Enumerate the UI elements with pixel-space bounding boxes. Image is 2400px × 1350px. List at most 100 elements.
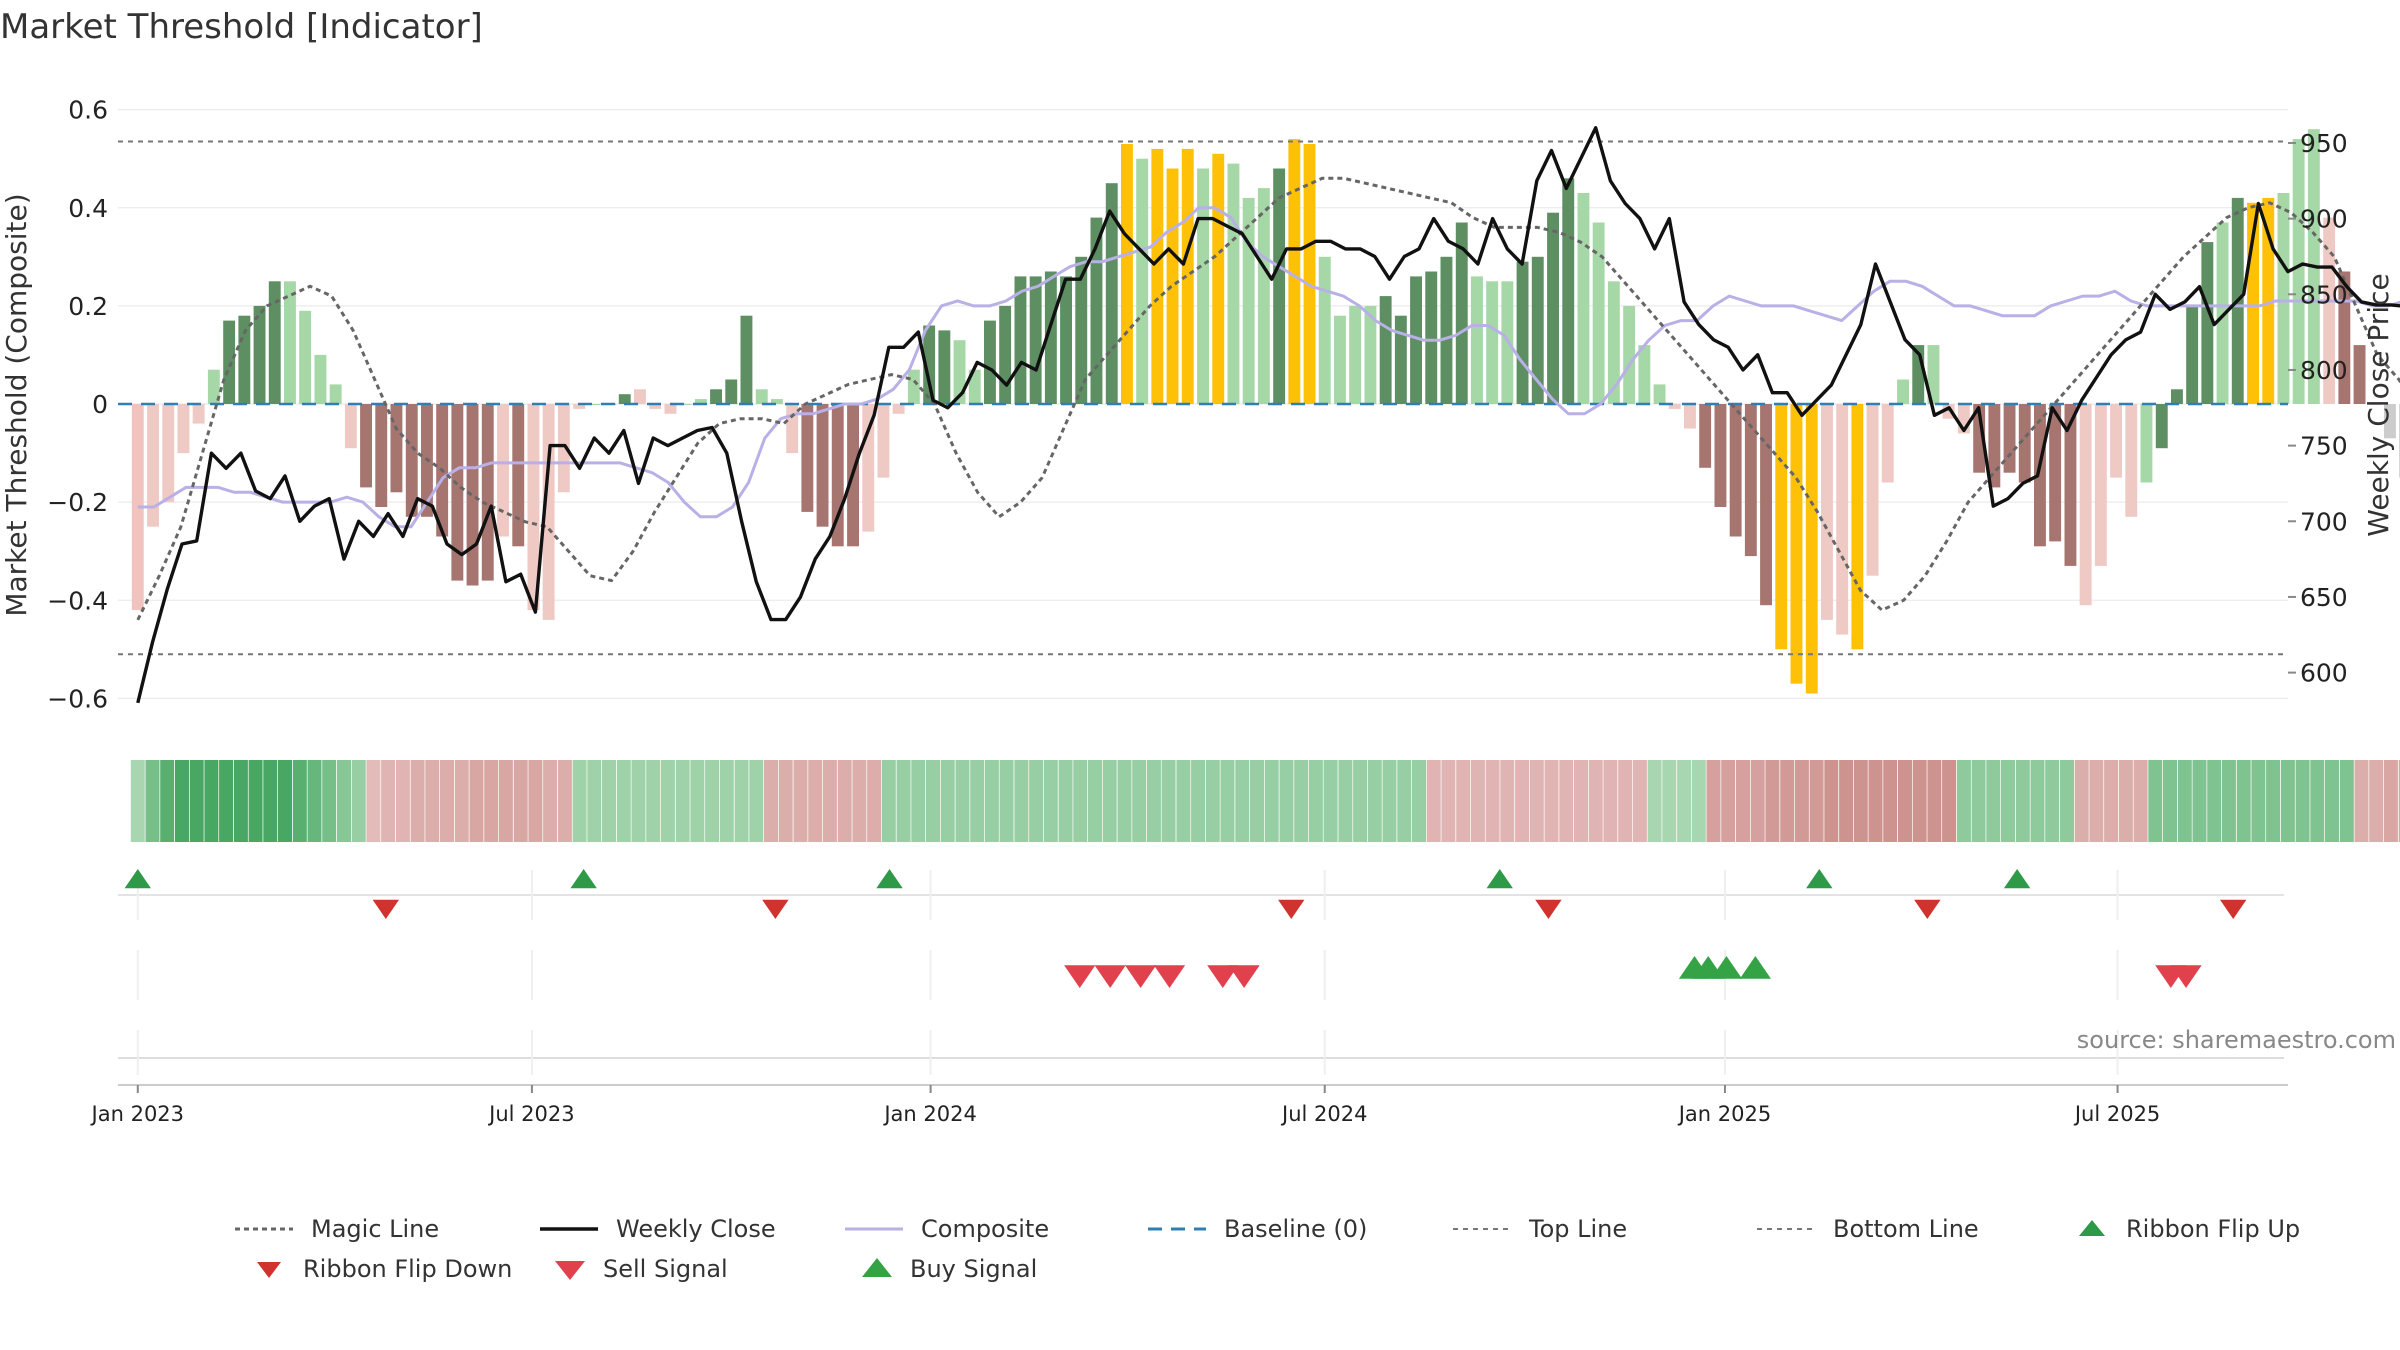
- composite-bar: [1136, 158, 1149, 404]
- composite-bar: [1577, 193, 1590, 404]
- ribbon-segment: [1456, 760, 1471, 842]
- x-tick-label: Jan 2025: [1677, 1102, 1772, 1126]
- composite-bar: [771, 399, 783, 404]
- composite-bar: [1410, 276, 1422, 404]
- ribbon-segment: [646, 760, 661, 842]
- ribbon-segment: [1588, 760, 1603, 842]
- ribbon-flip-up-marker: [2003, 869, 2031, 889]
- ribbon-segment: [1235, 760, 1250, 842]
- composite-bar: [1166, 168, 1179, 404]
- composite-bar: [1121, 144, 1133, 404]
- composite-bar: [375, 404, 388, 507]
- composite-bar: [2323, 217, 2336, 404]
- composite-bar: [1455, 222, 1468, 404]
- composite-bar: [1866, 404, 1879, 576]
- legend: Magic Line Weekly Close Composite Baseline …: [235, 1215, 2300, 1283]
- composite-bar: [1957, 404, 1970, 434]
- composite-bar: [527, 404, 540, 611]
- ribbon-segment: [2295, 760, 2310, 842]
- composite-bar: [1592, 222, 1605, 404]
- ribbon-segment: [2266, 760, 2281, 842]
- ribbon-segment: [1677, 760, 1692, 842]
- ribbon-segment: [926, 760, 940, 842]
- ribbon-segment: [130, 760, 145, 842]
- signal-markers: [118, 869, 2284, 1075]
- ribbon-segment: [572, 760, 587, 842]
- composite-bar: [1684, 404, 1696, 429]
- composite-bar: [831, 404, 844, 547]
- y-tick-label: 0.2: [68, 292, 108, 321]
- ribbon-segment: [1294, 760, 1309, 842]
- ribbon-segment: [1279, 760, 1294, 842]
- ribbon-segment: [1927, 760, 1942, 842]
- composite-bar: [1075, 256, 1088, 404]
- composite-bar: [1623, 305, 1636, 404]
- y2-axis-label: Weekly Close Price: [2362, 273, 2395, 536]
- ribbon-flip-up-marker: [876, 869, 903, 889]
- ribbon-segment: [322, 760, 337, 842]
- legend-label: Weekly Close: [616, 1215, 776, 1243]
- composite-bar: [999, 305, 1012, 404]
- ribbon-segment: [2383, 760, 2398, 842]
- sell-signal-marker: [1125, 965, 1157, 988]
- composite-bar: [2201, 242, 2214, 404]
- ribbon-segment: [440, 760, 454, 842]
- legend-label: Sell Signal: [603, 1255, 728, 1283]
- composite-bar: [2171, 389, 2183, 404]
- ribbon-segment: [970, 760, 985, 842]
- ribbon-segment: [940, 760, 955, 842]
- composite-bar: [1014, 276, 1027, 404]
- chart-title: Market Threshold [Indicator]: [0, 7, 483, 47]
- legend-label: Ribbon Flip Up: [2126, 1215, 2300, 1243]
- legend-label: Composite: [921, 1215, 1049, 1243]
- ribbon-segment: [1441, 760, 1456, 842]
- ribbon-segment: [1736, 760, 1750, 842]
- x-tick-label: Jul 2024: [1280, 1102, 1367, 1126]
- legend-item-buy: Buy Signal: [862, 1255, 1037, 1283]
- ribbon-flip-up-marker: [570, 869, 597, 889]
- composite-bar: [1212, 153, 1225, 404]
- ribbon-segment: [734, 760, 749, 842]
- ribbon-segment: [1308, 760, 1323, 842]
- ribbon-flip-down-marker: [1914, 899, 1941, 919]
- y2-tick-label: 650: [2300, 583, 2348, 612]
- ribbon-segment: [955, 760, 970, 842]
- ribbon-segment: [1794, 760, 1809, 842]
- ribbon-strip: [130, 760, 2400, 842]
- ribbon-segment: [1765, 760, 1780, 842]
- composite-bar: [801, 404, 814, 512]
- legend-label: Magic Line: [311, 1215, 439, 1243]
- ribbon-segment: [1161, 760, 1176, 842]
- ribbon-segment: [1574, 760, 1588, 842]
- composite-bar: [2079, 404, 2092, 606]
- composite-bar: [360, 404, 372, 488]
- composite-bar: [2049, 404, 2062, 542]
- y2-tick-label: 800: [2300, 356, 2348, 385]
- composite-bar: [740, 315, 753, 404]
- ribbon-segment: [690, 760, 705, 842]
- composite-bar: [1607, 281, 1620, 404]
- ribbon-segment: [2030, 760, 2045, 842]
- composite-bar: [344, 404, 357, 449]
- ribbon-segment: [2192, 760, 2207, 842]
- legend-label: Bottom Line: [1833, 1215, 1979, 1243]
- lines-layer: [118, 126, 2400, 704]
- ribbon-segment: [1426, 760, 1441, 842]
- y-axis-label: Market Threshold (Composite): [0, 193, 33, 616]
- ribbon-segment: [1529, 760, 1544, 842]
- ribbon-segment: [395, 760, 410, 842]
- composite-bar: [2186, 305, 2199, 404]
- composite-bar: [1394, 315, 1407, 404]
- ribbon-segment: [587, 760, 602, 842]
- ribbon-segment: [1544, 760, 1559, 842]
- composite-bar: [786, 404, 799, 454]
- ribbon-segment: [498, 760, 513, 842]
- ribbon-segment: [2251, 760, 2266, 842]
- legend-item-bottom: Bottom Line: [1757, 1215, 1979, 1243]
- composite-bar: [2216, 222, 2229, 404]
- ribbon-segment: [2369, 760, 2384, 842]
- composite-bar: [2292, 139, 2305, 404]
- legend-swatch: [257, 1262, 281, 1278]
- composite-bar: [679, 404, 692, 405]
